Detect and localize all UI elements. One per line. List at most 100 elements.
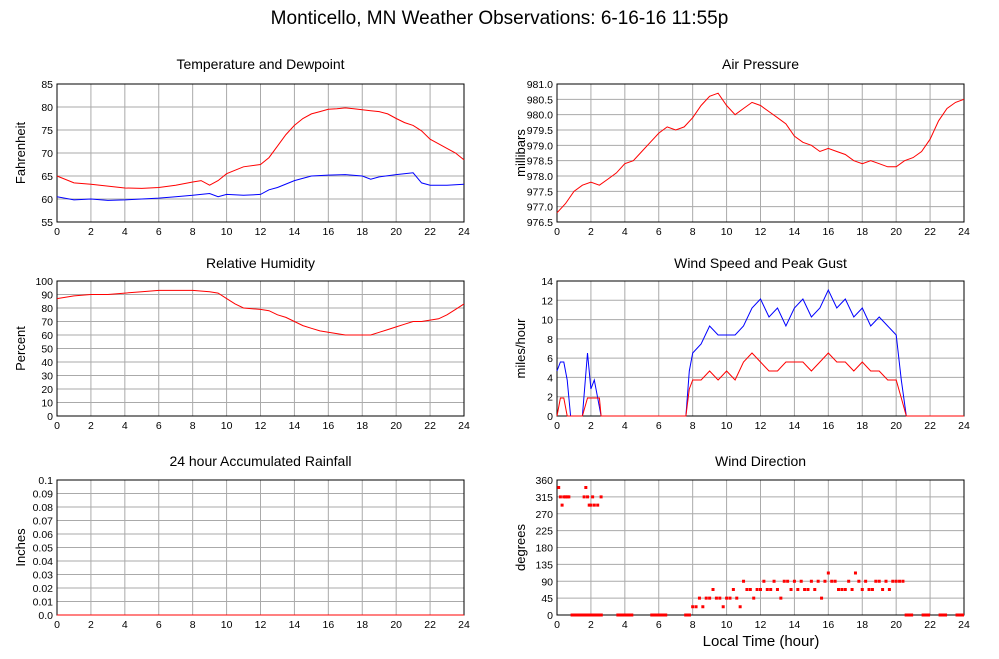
direction-point [565,495,569,499]
temp-y-tick-label: 65 [41,171,53,183]
direction-point [591,495,595,499]
wind-y-tick-label: 10 [541,315,553,327]
temp-x-tick-label: 4 [122,226,128,238]
pressure-x-tick-label: 16 [822,226,834,238]
rain-x-tick-label: 10 [221,619,233,631]
direction-point [799,579,803,583]
direction-point [584,486,588,489]
humidity-y-tick-label: 100 [35,276,53,288]
direction-point [762,579,766,583]
humidity-x-tick-label: 6 [156,420,162,432]
rain-y-tick-label: 0.09 [33,489,54,501]
direction-point [901,579,905,583]
humidity-y-tick-label: 0 [47,411,53,423]
pressure-x-tick-label: 2 [588,226,594,238]
rain-y-tick-label: 0.06 [33,529,54,541]
wind-x-tick-label: 10 [721,420,733,432]
rain-y-tick-label: 0.02 [33,583,54,595]
wind-y-tick-label: 12 [541,295,553,307]
pressure-x-tick-label: 4 [622,226,628,238]
direction-point [599,495,603,499]
wind-x-tick-label: 4 [622,420,628,432]
wind-x-tick-label: 6 [656,420,662,432]
wind-x-tick-label: 18 [856,420,868,432]
direction-y-tick-label: 45 [541,593,553,605]
wind-x-tick-label: 22 [924,420,936,432]
pressure-y-tick-label: 977.5 [527,186,553,198]
direction-point [592,503,596,507]
direction-x-tick-label: 16 [822,619,834,631]
wind-y-tick-label: 4 [547,372,553,384]
rain-y-tick-label: 0.08 [33,502,54,514]
rain-x-tick-label: 20 [390,619,402,631]
rain-x-tick-label: 16 [322,619,334,631]
direction-y-tick-label: 225 [535,526,553,538]
direction-x-tick-label: 6 [656,619,662,631]
direction-point [803,588,807,591]
wind-x-tick-label: 24 [958,420,970,432]
temp-x-tick-label: 22 [424,226,436,238]
direction-point [864,579,868,583]
direction-point [694,605,698,609]
direction-point [765,588,769,591]
direction-point [843,588,847,591]
direction-point [874,579,878,583]
direction-point [850,588,854,591]
rain-x-tick-label: 24 [458,619,470,631]
direction-point [830,579,834,583]
direction-point [708,596,712,600]
wind-title: Wind Speed and Peak Gust [674,255,847,271]
wind-plot-frame [556,280,965,417]
direction-x-tick-label: 0 [554,619,560,631]
wind-series-line-0 [556,288,964,417]
humidity-x-tick-label: 8 [190,420,196,432]
pressure-x-tick-label: 6 [656,226,662,238]
humidity-y-axis-label: Percent [13,326,28,371]
pressure-y-tick-label: 981.0 [527,79,553,91]
direction-y-tick-label: 135 [535,559,553,571]
direction-point [567,495,571,499]
direction-point [891,579,895,583]
direction-point [697,596,701,600]
direction-point [752,596,756,600]
temp-y-tick-label: 80 [41,102,53,114]
direction-point [809,579,813,583]
wind-series-line-1 [556,352,964,417]
pressure-title: Air Pressure [722,56,799,72]
wind-y-tick-label: 0 [547,411,553,423]
humidity-x-tick-label: 18 [356,420,368,432]
x-axis-label: Local Time (hour) [702,633,820,650]
rain-title: 24 hour Accumulated Rainfall [169,453,351,469]
direction-y-tick-label: 90 [541,576,553,588]
direction-point [881,588,885,591]
direction-point [745,588,749,591]
humidity-series-line-0 [56,289,465,336]
direction-point [796,588,800,591]
direction-point [840,588,844,591]
rain-x-tick-label: 0 [54,619,60,631]
direction-point [731,588,735,591]
direction-point [806,588,810,591]
temp-series-line-1 [56,172,465,201]
temp-x-tick-label: 12 [255,226,267,238]
temp-y-tick-label: 75 [41,125,53,137]
humidity-x-tick-label: 16 [322,420,334,432]
rain-x-tick-label: 4 [122,619,128,631]
direction-point [857,579,861,583]
humidity-y-tick-label: 10 [41,398,53,410]
pressure-plot-frame [556,83,965,223]
direction-point [560,503,564,507]
direction-point [701,605,705,609]
direction-point [792,579,796,583]
direction-y-tick-label: 0 [547,610,553,622]
direction-point [586,495,590,499]
rain-y-tick-label: 0.07 [33,516,54,528]
temp-y-tick-label: 70 [41,148,53,160]
direction-x-tick-label: 10 [721,619,733,631]
humidity-y-tick-label: 90 [41,290,53,302]
rain-x-tick-label: 18 [356,619,368,631]
humidity-x-tick-label: 12 [255,420,267,432]
temp-y-tick-label: 85 [41,79,53,91]
direction-point [691,605,695,609]
